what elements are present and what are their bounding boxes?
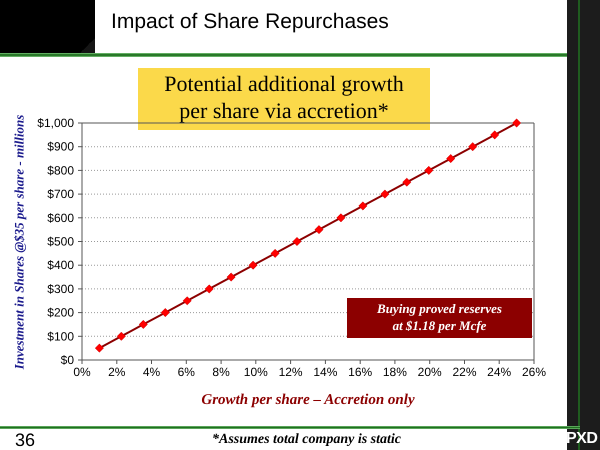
svg-text:14%: 14%	[313, 365, 337, 379]
svg-text:24%: 24%	[487, 365, 511, 379]
svg-text:$800: $800	[47, 163, 74, 177]
svg-text:10%: 10%	[244, 365, 268, 379]
svg-text:$700: $700	[47, 187, 74, 201]
svg-text:4%: 4%	[143, 365, 161, 379]
svg-text:$0: $0	[61, 353, 75, 367]
svg-text:$200: $200	[47, 306, 74, 320]
svg-text:26%: 26%	[522, 365, 546, 379]
svg-text:$100: $100	[47, 329, 74, 343]
svg-text:18%: 18%	[383, 365, 407, 379]
svg-text:$400: $400	[47, 258, 74, 272]
svg-text:$600: $600	[47, 211, 74, 225]
svg-text:$900: $900	[47, 140, 74, 154]
svg-text:20%: 20%	[418, 365, 442, 379]
svg-text:22%: 22%	[452, 365, 476, 379]
svg-text:16%: 16%	[348, 365, 372, 379]
svg-text:$500: $500	[47, 235, 74, 249]
svg-text:0%: 0%	[73, 365, 91, 379]
svg-text:6%: 6%	[178, 365, 196, 379]
svg-text:$1,000: $1,000	[37, 116, 74, 130]
svg-text:8%: 8%	[212, 365, 230, 379]
svg-text:$300: $300	[47, 282, 74, 296]
svg-text:2%: 2%	[108, 365, 126, 379]
svg-text:12%: 12%	[279, 365, 303, 379]
